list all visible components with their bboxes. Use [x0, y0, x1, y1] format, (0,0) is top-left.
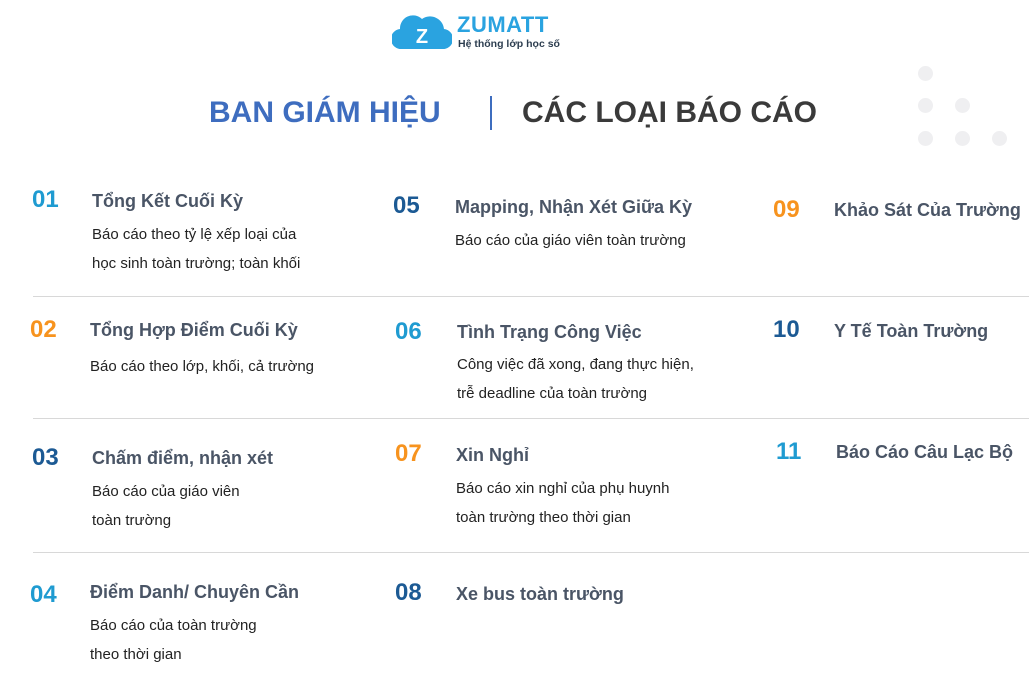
- item-description: trễ deadline của toàn trường: [457, 384, 647, 402]
- item-number: 09: [773, 196, 800, 223]
- item-title: Báo Cáo Câu Lạc Bộ: [836, 442, 1014, 462]
- decorative-dot: [918, 33, 933, 48]
- item-number: 02: [30, 316, 57, 343]
- decorative-dot: [918, 131, 933, 146]
- item-title: Tình Trạng Công Việc: [457, 322, 642, 342]
- item-number: 03: [32, 444, 59, 471]
- item-number: 06: [395, 318, 422, 345]
- cloud-logo-icon: Z: [392, 15, 452, 50]
- item-description: Báo cáo của giáo viên: [92, 483, 240, 500]
- item-number: 01: [32, 186, 59, 213]
- row-divider: [33, 418, 1029, 419]
- brand-name: ZUMATT: [457, 12, 549, 37]
- item-description: Báo cáo theo tỷ lệ xếp loại của: [92, 226, 297, 243]
- item-title: Xin Nghỉ: [456, 445, 529, 465]
- decorative-dot: [955, 98, 970, 113]
- item-description: Báo cáo của toàn trường: [90, 617, 257, 634]
- brand-tagline: Hệ thống lớp học số: [458, 38, 560, 50]
- item-description: Báo cáo theo lớp, khối, cả trường: [90, 358, 315, 375]
- svg-text:Z: Z: [416, 26, 428, 48]
- item-description: Công việc đã xong, đang thực hiện,: [457, 356, 694, 373]
- item-description: toàn trường theo thời gian: [456, 508, 631, 526]
- item-title: Y Tế Toàn Trường: [834, 321, 989, 341]
- item-title: Mapping, Nhận Xét Giữa Kỳ: [455, 197, 693, 217]
- item-description: Báo cáo của giáo viên toàn trường: [455, 232, 686, 249]
- item-number: 04: [30, 581, 57, 608]
- decorative-dot: [992, 131, 1007, 146]
- item-title: Xe bus toàn trường: [456, 584, 624, 604]
- decorative-dot: [918, 66, 933, 81]
- row-divider: [33, 296, 1029, 297]
- decorative-dot: [918, 98, 933, 113]
- item-title: Tổng Hợp Điểm Cuối Kỳ: [90, 320, 298, 340]
- item-title: Chấm điểm, nhận xét: [92, 448, 274, 468]
- decorative-dot: [992, 98, 1007, 113]
- header-right-title: CÁC LOẠI BÁO CÁO: [522, 96, 817, 129]
- decorative-dot: [992, 33, 1007, 48]
- item-description: toàn trường: [92, 511, 172, 529]
- item-description: học sinh toàn trường; toàn khối: [92, 254, 301, 272]
- header-left-title: BAN GIÁM HIỆU: [209, 96, 441, 129]
- item-number: 08: [395, 579, 422, 606]
- decorative-dot: [955, 66, 970, 81]
- row-divider: [33, 552, 1029, 553]
- item-number: 11: [776, 438, 802, 465]
- decorative-dot: [955, 33, 970, 48]
- item-title: Khảo Sát Của Trường: [834, 200, 1021, 220]
- item-description: Báo cáo xin nghỉ của phụ huynh: [456, 480, 670, 497]
- decorative-dot: [992, 66, 1007, 81]
- header-divider: [490, 96, 492, 130]
- item-title: Điểm Danh/ Chuyên Cần: [90, 582, 300, 602]
- item-number: 07: [395, 440, 422, 467]
- item-number: 10: [773, 316, 800, 343]
- item-number: 05: [393, 192, 420, 219]
- item-description: theo thời gian: [90, 645, 182, 663]
- item-title: Tổng Kết Cuối Kỳ: [92, 191, 243, 211]
- decorative-dot: [955, 131, 970, 146]
